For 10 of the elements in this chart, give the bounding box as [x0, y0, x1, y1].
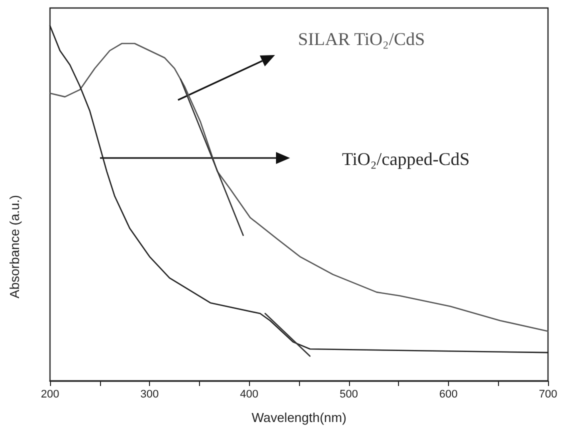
text: TiO₂/capped-CdS: [342, 149, 470, 169]
x-tick-label: 200: [40, 388, 60, 400]
text: SILAR TiO₂/CdS: [298, 29, 425, 49]
y-axis-title: Absorbance (a.u.): [7, 194, 22, 298]
x-tick-label: 400: [240, 388, 258, 400]
x-tick-label: 300: [140, 388, 159, 400]
x-tick-label: 600: [439, 388, 458, 400]
x-tick-label: 700: [538, 388, 558, 400]
x-axis-title: Wavelength(nm): [252, 410, 346, 425]
x-tick-label: 500: [340, 388, 358, 400]
